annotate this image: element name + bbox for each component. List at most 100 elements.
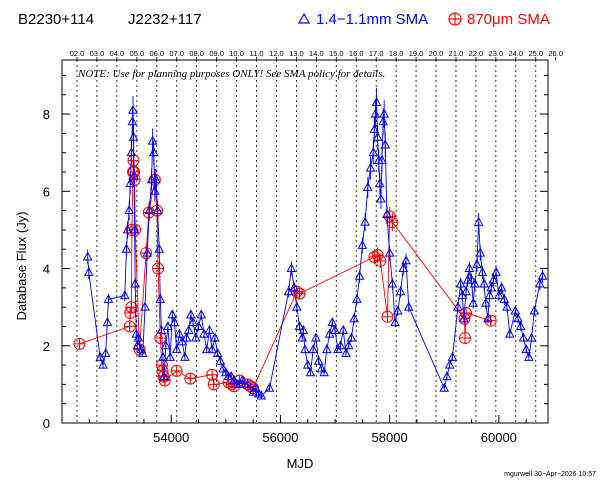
data-point	[132, 340, 143, 350]
top-tick-label: 18.0	[389, 49, 404, 58]
top-tick-label: 24.0	[508, 49, 523, 58]
top-tick-label: 05.0	[130, 49, 145, 58]
top-tick-label: 12.0	[269, 49, 284, 58]
data-point	[149, 185, 160, 195]
data-point	[488, 274, 499, 284]
data-point	[378, 116, 388, 126]
data-point	[515, 320, 526, 330]
data-point	[377, 154, 387, 164]
data-point	[477, 266, 488, 276]
data-point	[151, 174, 161, 184]
data-point	[526, 332, 537, 342]
data-point	[264, 382, 275, 392]
data-point	[237, 374, 248, 385]
data-point	[147, 135, 158, 145]
data-point	[343, 340, 354, 350]
data-point	[144, 205, 155, 215]
data-point	[455, 278, 466, 288]
data-point	[207, 344, 218, 354]
x-tick-label: 58000	[372, 430, 408, 445]
data-point	[313, 355, 324, 365]
top-tick-label: 07.0	[169, 49, 184, 58]
data-point	[330, 324, 340, 334]
data-point	[524, 351, 534, 361]
y-axis-label: Database Flux (Jy)	[14, 211, 29, 320]
data-point	[469, 278, 480, 288]
data-point	[480, 297, 491, 307]
data-point	[341, 347, 351, 357]
plot-frame	[61, 59, 549, 424]
data-point	[468, 297, 479, 307]
data-point	[148, 147, 159, 157]
data-point	[212, 347, 223, 357]
data-point	[502, 301, 512, 311]
top-tick-label: 03.0	[90, 49, 105, 58]
top-tick-label: 20.0	[429, 49, 444, 58]
data-point	[289, 282, 299, 292]
data-point	[371, 96, 382, 106]
data-point	[496, 282, 507, 292]
data-point	[486, 282, 497, 292]
data-point	[123, 320, 136, 333]
data-point	[521, 344, 531, 354]
data-point	[206, 368, 219, 381]
top-tick-label: 15.0	[329, 49, 344, 58]
x-tick-label: 60000	[481, 430, 517, 445]
triangle-marker-icon	[297, 12, 311, 24]
data-point	[204, 324, 215, 334]
data-point	[169, 317, 180, 327]
top-tick-label: 08.0	[189, 49, 204, 58]
data-point	[319, 367, 329, 377]
data-point	[305, 367, 316, 377]
data-point	[483, 313, 493, 323]
data-point	[119, 290, 130, 300]
data-point	[124, 205, 134, 215]
data-point	[302, 359, 313, 369]
data-point	[372, 131, 383, 141]
top-tick-label: 14.0	[309, 49, 324, 58]
data-point	[453, 301, 463, 311]
credit-line: mgurwell 30−Apr−2026 10:57	[504, 471, 596, 478]
data-point	[534, 278, 545, 288]
top-tick-label: 21.0	[449, 49, 464, 58]
data-point	[322, 344, 332, 354]
data-point	[403, 301, 414, 311]
data-point	[398, 262, 409, 273]
data-point	[360, 216, 370, 226]
data-point	[155, 293, 166, 303]
data-point	[386, 216, 399, 229]
data-point	[357, 239, 368, 249]
data-point	[196, 309, 207, 319]
data-point	[504, 328, 515, 338]
data-point	[142, 247, 153, 257]
data-point	[311, 332, 321, 342]
data-point	[444, 359, 455, 369]
data-point	[83, 266, 94, 276]
x-axis: 54000 56000 58000 60000	[61, 415, 527, 445]
data-point	[128, 131, 139, 141]
data-point	[380, 139, 391, 149]
top-axis-labels: 02.0 03.0 04.0 05.0 06.0 07.0 08.0 09.0 10.0 11.0…	[70, 49, 563, 60]
data-point	[491, 266, 501, 276]
data-point	[226, 371, 237, 381]
data-point	[82, 251, 93, 261]
data-point	[201, 344, 212, 354]
top-tick-label: 02.0	[70, 49, 85, 58]
data-point	[122, 224, 133, 234]
data-point	[229, 374, 239, 385]
data-point	[510, 305, 521, 315]
data-point	[494, 290, 504, 300]
y-tick-label: 0	[43, 416, 50, 431]
data-point	[242, 378, 253, 388]
data-point	[170, 364, 183, 377]
data-point	[447, 351, 458, 361]
top-tick-label: 25.0	[528, 49, 543, 58]
data-point	[158, 351, 168, 361]
data-point	[442, 371, 452, 381]
data-point	[368, 147, 379, 157]
data-point	[100, 347, 111, 357]
data-point	[128, 104, 138, 114]
data-point	[102, 317, 113, 327]
data-point	[464, 262, 475, 273]
data-point	[327, 317, 338, 327]
